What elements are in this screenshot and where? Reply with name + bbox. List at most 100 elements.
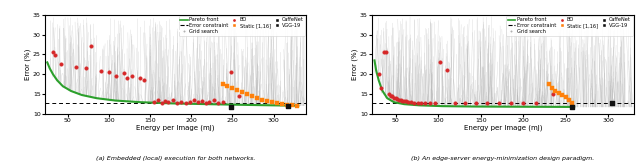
Point (184, 100, 195, 103)
Point (189, 99, 199, 102)
Point (138, 79, 148, 82)
Point (396, 99, 406, 102)
Legend: Pareto front, Error constraint, Grid search, BO, Static [1,16], CaffeNet, VGG-19: Pareto front, Error constraint, Grid sea… (506, 16, 632, 36)
Point (226, 105, 236, 108)
Point (104, 71, 114, 74)
Point (234, 95, 244, 97)
Point (193, 101, 203, 104)
Point (554, 92, 564, 95)
Point (172, 101, 182, 104)
Point (127, 75, 137, 78)
Point (267, 101, 277, 104)
Point (403, 101, 413, 104)
Legend: Pareto front, Error constraint, Grid search, BO, Static [1,16], CaffeNet, VGG-19: Pareto front, Error constraint, Grid sea… (179, 16, 305, 36)
Point (384, 93, 394, 96)
Point (442, 69, 452, 72)
Point (197, 100, 207, 103)
Point (257, 99, 267, 102)
Point (157, 102, 168, 104)
Point (399, 100, 410, 103)
Point (550, 90, 561, 92)
Point (406, 101, 416, 104)
Point (557, 94, 567, 96)
Point (564, 99, 574, 102)
Point (56, 63, 67, 66)
Point (394, 99, 404, 102)
Point (381, 51, 392, 54)
Point (149, 101, 159, 104)
Point (135, 77, 145, 80)
Text: (a) Embedded (local) execution for both networks.: (a) Embedded (local) execution for both … (96, 156, 255, 161)
Point (387, 95, 397, 97)
Point (389, 97, 399, 99)
Point (284, 104, 294, 107)
Point (201, 101, 211, 104)
Point (385, 95, 396, 97)
Point (547, 87, 557, 89)
Point (291, 104, 301, 107)
Point (232, 89, 243, 92)
Point (222, 85, 232, 88)
Point (567, 101, 577, 104)
Point (282, 103, 292, 106)
Point (460, 101, 470, 104)
Point (429, 101, 440, 104)
Point (390, 97, 401, 99)
Point (111, 75, 121, 78)
Point (567, 105, 577, 108)
Point (209, 99, 220, 102)
Point (435, 61, 445, 64)
Point (272, 102, 282, 104)
Point (409, 101, 419, 104)
Point (160, 100, 170, 103)
Point (607, 101, 618, 104)
Text: (b) An edge-server energy-minimization design paradigm.: (b) An edge-server energy-minimization d… (411, 156, 595, 161)
Point (397, 100, 408, 102)
Point (247, 95, 257, 97)
Point (379, 51, 389, 54)
Point (118, 72, 129, 74)
Point (376, 87, 387, 89)
X-axis label: Energy per Image (mJ): Energy per Image (mJ) (136, 125, 215, 131)
Point (471, 101, 481, 104)
Point (416, 101, 426, 104)
Point (262, 100, 272, 103)
Point (122, 77, 132, 80)
Point (392, 98, 403, 100)
Point (548, 93, 558, 96)
Point (424, 101, 435, 104)
Point (401, 100, 411, 103)
Point (374, 73, 384, 76)
Point (218, 101, 228, 104)
Point (494, 101, 504, 104)
Point (531, 101, 541, 104)
Point (204, 101, 214, 104)
Point (506, 101, 516, 104)
Point (242, 93, 252, 96)
Point (48, 51, 58, 54)
X-axis label: Energy per Image (mJ): Energy per Image (mJ) (463, 125, 542, 131)
Point (518, 101, 528, 104)
Point (86, 45, 96, 48)
Point (561, 96, 571, 99)
Point (450, 101, 460, 104)
Point (180, 102, 191, 104)
Y-axis label: Error (%): Error (%) (352, 49, 358, 80)
Point (168, 99, 179, 102)
Point (218, 83, 228, 86)
Point (163, 101, 173, 104)
Point (213, 102, 223, 104)
Point (413, 101, 423, 104)
Point (95, 70, 106, 72)
Point (81, 67, 91, 70)
Point (226, 71, 236, 74)
Point (176, 101, 186, 104)
Point (287, 104, 297, 107)
Point (237, 91, 248, 94)
Y-axis label: Error (%): Error (%) (25, 49, 31, 80)
Point (252, 97, 262, 99)
Point (71, 66, 81, 68)
Point (153, 99, 163, 102)
Point (420, 101, 431, 104)
Point (276, 103, 287, 105)
